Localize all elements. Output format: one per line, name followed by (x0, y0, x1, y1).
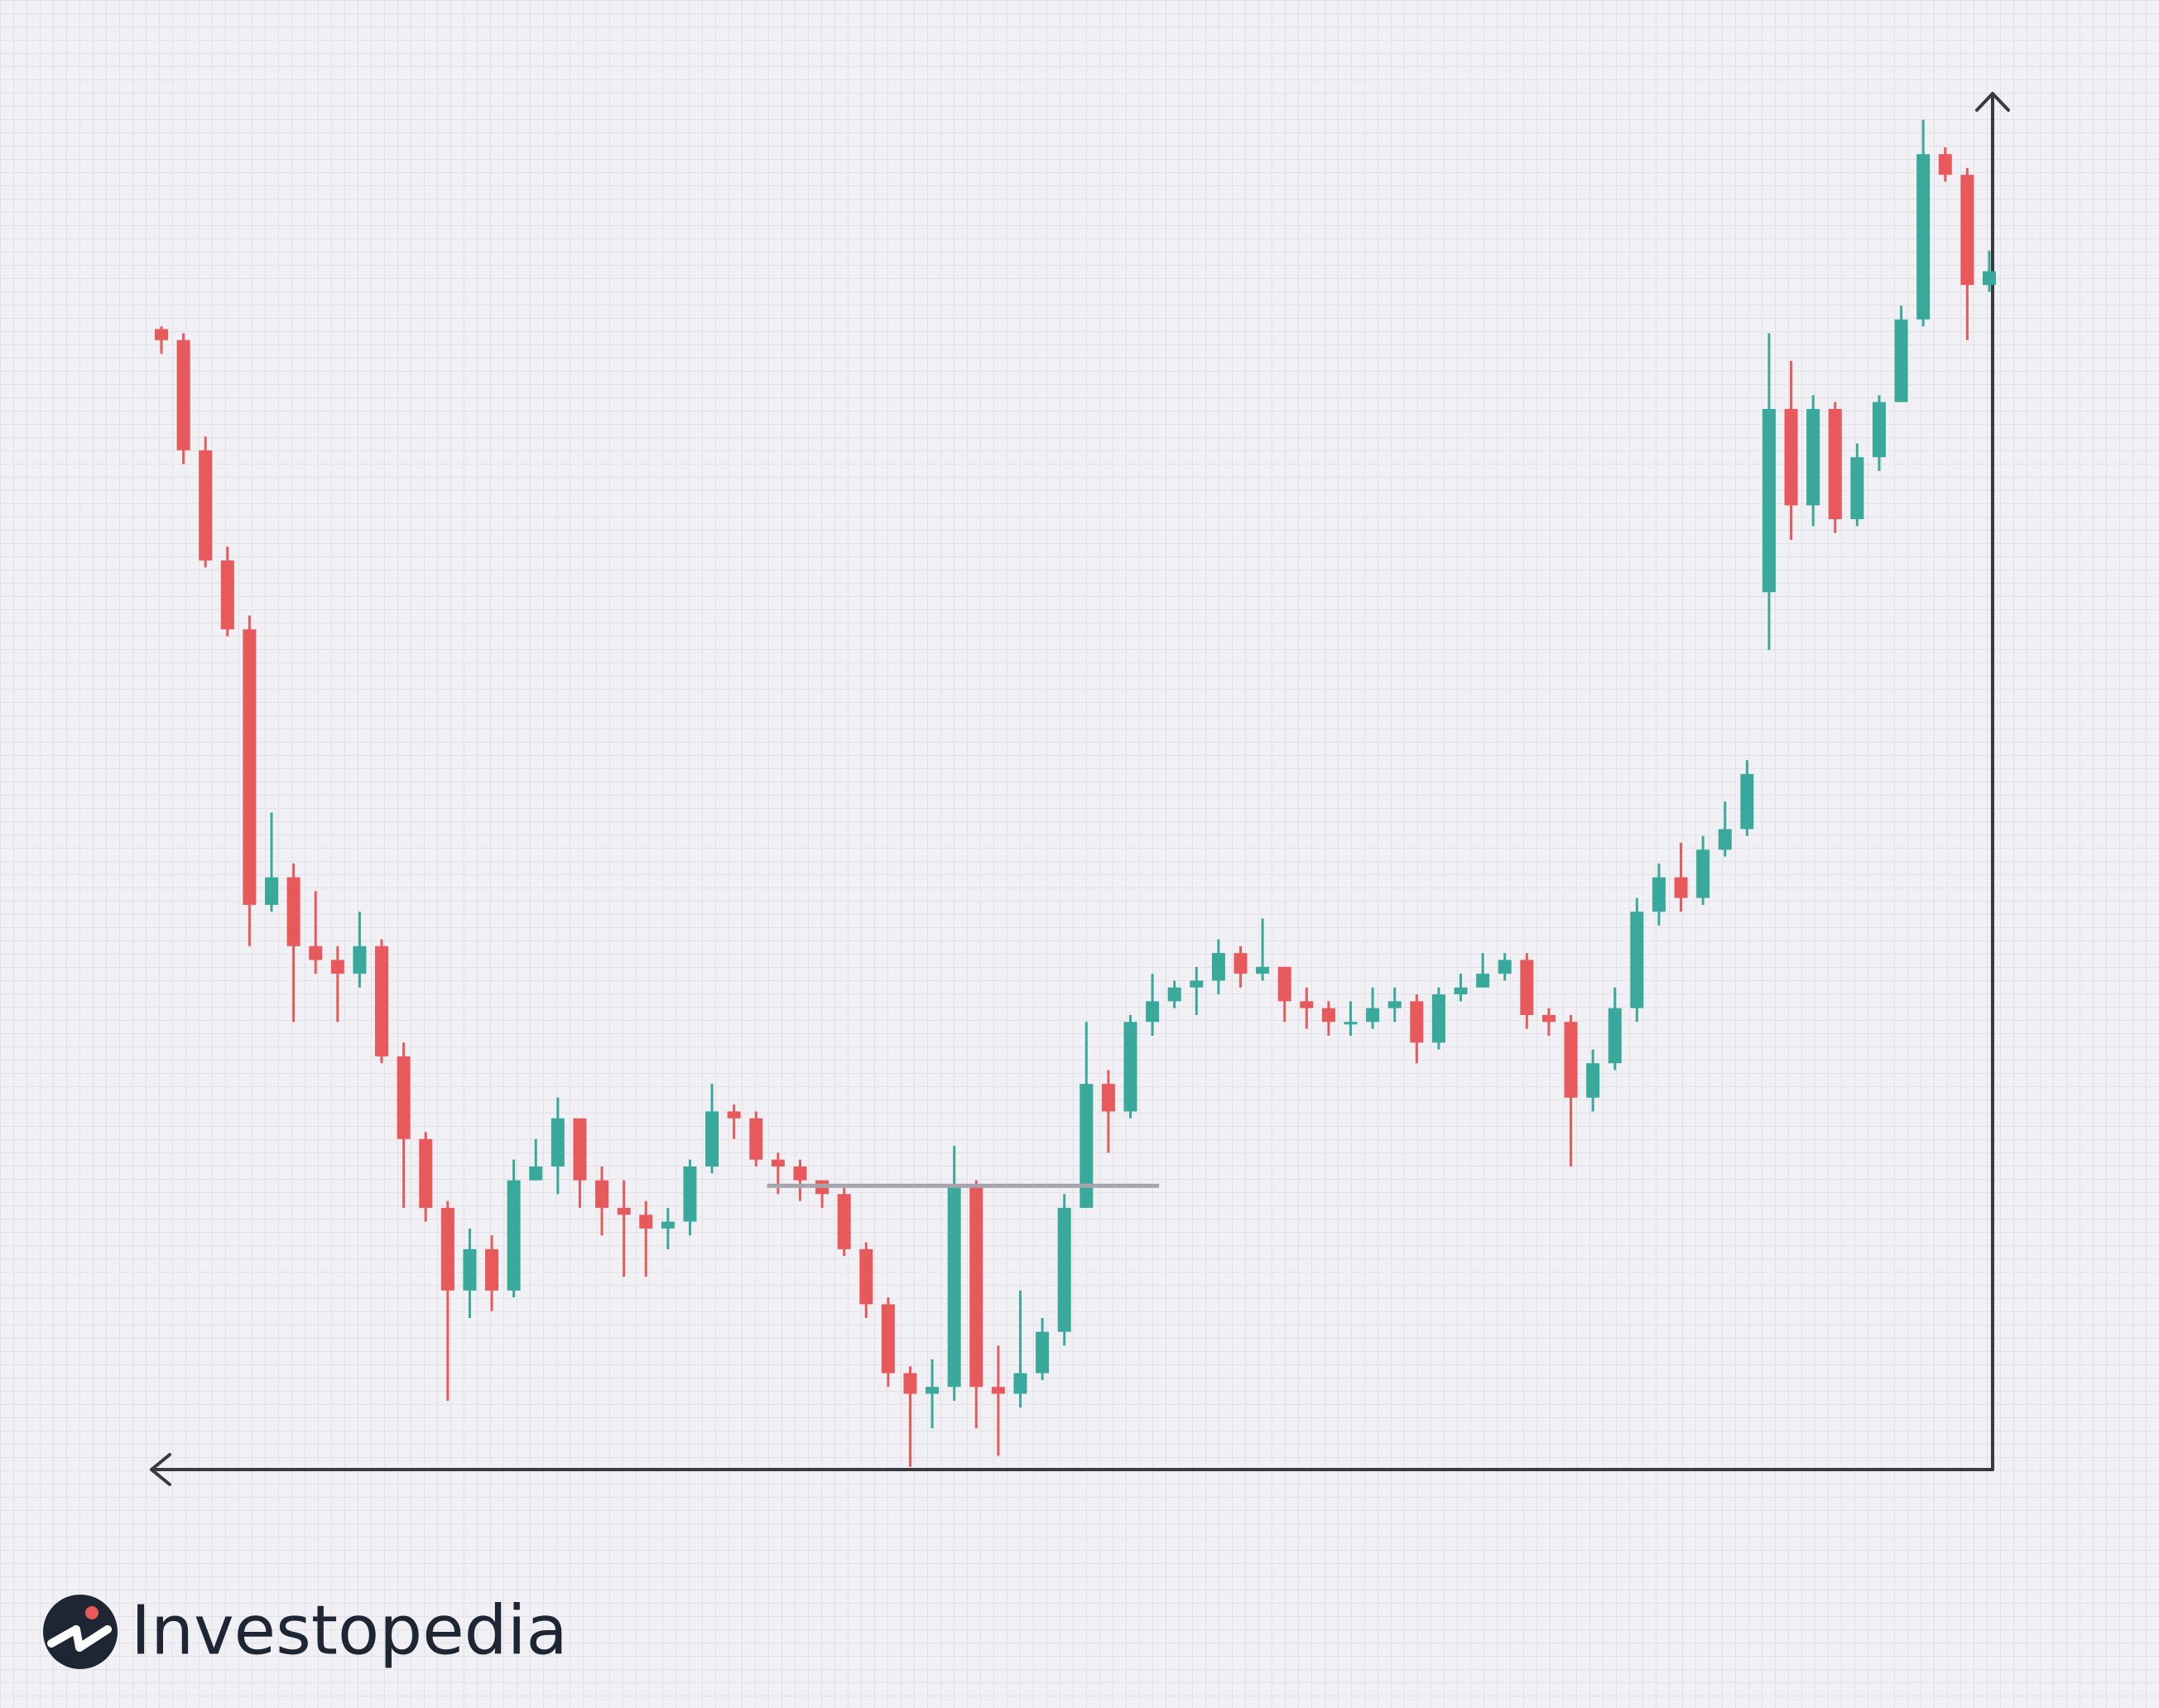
candle-body (1586, 1063, 1600, 1098)
candle-body (617, 1207, 631, 1215)
candle-body (1431, 994, 1445, 1043)
candle-body (727, 1111, 741, 1119)
candle-body (485, 1249, 499, 1291)
candle-body (771, 1159, 785, 1167)
candle-body (1146, 1001, 1160, 1022)
candle-body (1520, 960, 1534, 1015)
candle-body (1277, 966, 1291, 1002)
candle-body (1300, 1001, 1314, 1008)
candle-body (881, 1304, 895, 1374)
candle-body (1674, 877, 1688, 898)
candle-body (1630, 912, 1644, 1008)
axes (150, 92, 2010, 1486)
candle-body (551, 1118, 565, 1167)
candle-body (155, 329, 168, 340)
candle-body (1167, 987, 1181, 1002)
candle-body (1321, 1008, 1335, 1022)
candle-body (1410, 1001, 1424, 1043)
candle-body (1564, 1022, 1578, 1098)
candle-body (1828, 408, 1842, 520)
candle-body (683, 1166, 697, 1222)
candle-body (991, 1387, 1005, 1394)
candle-body (1652, 877, 1666, 912)
candle-body (353, 945, 367, 974)
candle-body (199, 450, 213, 561)
candle-body (1476, 974, 1490, 988)
candle-body (639, 1215, 653, 1229)
candle-body (1806, 408, 1820, 506)
candle-body (220, 560, 234, 630)
candle-body (1983, 271, 1996, 286)
candles (155, 119, 1996, 1467)
candle-body (1608, 1008, 1622, 1064)
candle-body (397, 1056, 411, 1139)
y-axis-arrow (1975, 92, 2010, 112)
x-axis-arrow (150, 1453, 171, 1486)
candle-body (926, 1387, 940, 1394)
candle-body (1762, 408, 1776, 593)
candle-body (419, 1138, 433, 1208)
candle-body (837, 1194, 851, 1249)
candle-body (440, 1207, 454, 1291)
candle-body (1872, 402, 1886, 458)
candle-body (1541, 1014, 1556, 1022)
candle-body (1256, 966, 1270, 974)
candle-body (176, 339, 190, 450)
candle-body (1344, 1022, 1358, 1025)
candle-body (529, 1166, 543, 1181)
candle-body (1123, 1022, 1137, 1112)
candle-body (705, 1111, 719, 1167)
candle-body (265, 877, 279, 905)
logo-mark (47, 1625, 112, 1652)
candle-body (1454, 987, 1468, 995)
candle-body (573, 1118, 587, 1181)
candle-body (1850, 457, 1864, 520)
logo-dot (85, 1606, 99, 1619)
candle-body (1036, 1331, 1050, 1374)
candle-body (1211, 953, 1225, 981)
candle-body (1916, 154, 1931, 320)
candle-body (1013, 1373, 1027, 1394)
candle-body (507, 1180, 521, 1291)
candle-body (947, 1186, 961, 1388)
candle-body (1696, 849, 1710, 898)
candle-body (1894, 319, 1908, 402)
candle-body (969, 1186, 983, 1388)
candle-body (1718, 829, 1732, 850)
candle-body (1740, 773, 1754, 830)
candle-body (595, 1180, 609, 1208)
candle-body (1057, 1207, 1071, 1332)
brand-name: Investopedia (131, 1591, 568, 1670)
candle-body (1101, 1084, 1115, 1112)
candle-body (1784, 408, 1798, 506)
logo: Investopedia (43, 1591, 568, 1670)
candle-body (749, 1118, 763, 1160)
candle-body (1366, 1008, 1380, 1022)
candle-body (859, 1249, 873, 1305)
candle-body (243, 629, 257, 905)
candle-body (1233, 953, 1248, 974)
candle-body (1938, 154, 1952, 176)
candle-body (793, 1166, 807, 1181)
candle-body (1080, 1084, 1094, 1208)
candle-body (330, 960, 344, 974)
candle-body (286, 877, 301, 946)
candle-body (1190, 980, 1204, 988)
candle-body (375, 945, 389, 1056)
candle-body (1498, 960, 1512, 974)
candle-body (309, 945, 323, 960)
candle-body (661, 1221, 675, 1229)
candle-body (463, 1249, 477, 1291)
candle-body (1387, 1001, 1402, 1008)
candle-body (903, 1373, 917, 1394)
candle-body (1960, 175, 1974, 286)
